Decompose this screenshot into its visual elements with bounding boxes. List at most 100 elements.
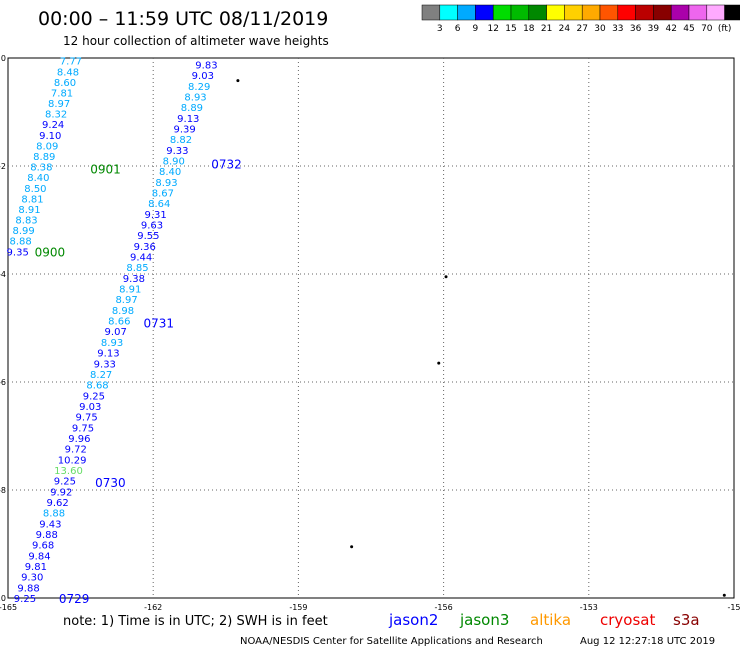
x-tick-label: -165: [0, 603, 17, 612]
color-scale-label: 27: [576, 24, 587, 34]
time-label: 0900: [35, 245, 66, 259]
swh-value: 9.55: [137, 231, 159, 242]
swh-value: 8.48: [57, 67, 79, 78]
swh-value: 8.40: [27, 173, 49, 184]
x-tick-label: -162: [144, 603, 162, 612]
color-scale-swatch: [617, 4, 636, 21]
y-tick-label: -4: [0, 270, 6, 279]
swh-value: 8.09: [36, 141, 58, 152]
color-scale-label: 3: [437, 24, 443, 34]
swh-value: 9.25: [83, 391, 105, 402]
color-scale-label: 70: [701, 24, 713, 34]
time-label: 0901: [90, 163, 121, 177]
swh-value: 8.88: [10, 237, 32, 248]
swh-value: 8.27: [90, 370, 112, 381]
legend-item: jason2: [388, 611, 438, 629]
swh-value: 9.84: [28, 551, 50, 562]
swh-value: 8.90: [163, 157, 185, 168]
swh-value: 8.68: [86, 381, 108, 392]
color-scale-swatch: [564, 4, 583, 21]
color-scale-label: 45: [683, 24, 694, 34]
swh-value: 8.82: [170, 135, 192, 146]
swh-value: 8.98: [112, 306, 134, 317]
color-scale-label: 33: [612, 24, 623, 34]
legend-item: cryosat: [600, 611, 655, 629]
swh-value: 9.33: [94, 359, 116, 370]
swh-value: 13.60: [54, 466, 83, 477]
x-tick-label: -156: [435, 603, 453, 612]
land-features: [236, 79, 726, 597]
y-tick-label: -2: [0, 162, 6, 171]
color-scale-label: 36: [630, 24, 642, 34]
swh-value: 9.62: [46, 498, 68, 509]
color-scale-swatch: [439, 4, 458, 21]
plot-area: [7, 57, 735, 599]
swh-value: 9.88: [36, 530, 58, 541]
swh-value: 9.43: [39, 519, 61, 530]
swh-value: 9.44: [130, 253, 152, 264]
color-scale-swatch: [475, 4, 494, 21]
swh-value: 8.93: [184, 92, 206, 103]
color-scale-label: 6: [455, 24, 461, 34]
swh-value: 9.63: [141, 221, 163, 232]
swh-value: 10.29: [58, 455, 87, 466]
swh-value: 9.36: [134, 242, 156, 253]
swh-value: 8.99: [12, 226, 34, 237]
swh-value: 9.13: [97, 349, 119, 360]
color-scale-swatch: [457, 4, 476, 21]
swh-value: 9.96: [68, 434, 90, 445]
x-tick-label: -159: [289, 603, 307, 612]
footer-timestamp: Aug 12 12:27:18 UTC 2019: [580, 636, 715, 647]
swh-value: 9.92: [50, 487, 72, 498]
y-tick-label: -10: [0, 594, 6, 603]
color-scale-label: 24: [559, 24, 571, 34]
swh-value: 9.75: [72, 423, 94, 434]
land-speck: [722, 593, 726, 597]
swh-value: 9.68: [32, 541, 54, 552]
color-scale-label: 39: [648, 24, 660, 34]
swh-value: 9.75: [76, 413, 98, 424]
color-scale-swatch: [510, 4, 530, 21]
swh-value: 9.25: [14, 594, 36, 605]
swh-value: 9.72: [65, 445, 87, 456]
land-speck: [444, 275, 448, 279]
time-label: 0730: [95, 476, 126, 490]
color-scale-swatch: [670, 4, 690, 21]
color-scale-swatch: [599, 4, 619, 21]
color-scale-swatch: [546, 4, 565, 21]
axis-ticks: -165 -162 -159 -156 -153 -15 0 -2 -4 -6 -8 -10: [0, 54, 740, 612]
chart-subtitle: 12 hour collection of altimeter wave hei…: [63, 34, 329, 48]
color-scale-swatch: [528, 4, 547, 21]
color-scale-label: 15: [505, 24, 516, 34]
time-label: 0732: [211, 157, 242, 171]
swh-value: 9.30: [21, 573, 43, 584]
color-scale-label: 21: [541, 24, 552, 34]
swh-value: 9.33: [166, 146, 188, 157]
swh-value: 9.31: [144, 210, 166, 221]
footer-note: note: 1) Time is in UTC; 2) SWH is in fe…: [63, 614, 328, 629]
swh-value: 9.38: [123, 274, 145, 285]
color-scale-label: 42: [665, 24, 676, 34]
swh-value: 8.67: [152, 189, 174, 200]
swh-value: 8.85: [126, 263, 148, 274]
legend-item: altika: [530, 611, 571, 629]
color-scale-label: 12: [487, 24, 498, 34]
swh-value: 8.38: [30, 163, 52, 174]
color-scale-label: 18: [523, 24, 535, 34]
legend-item: s3a: [673, 611, 700, 629]
time-label: 0731: [144, 317, 175, 331]
y-tick-label: -8: [0, 486, 6, 495]
x-tick-label: -153: [580, 603, 598, 612]
color-scale-swatch: [688, 4, 708, 21]
swh-value: 8.60: [54, 78, 76, 89]
swh-value: 9.88: [17, 583, 39, 594]
time-label: 0729: [59, 592, 90, 606]
swh-value: 8.64: [148, 199, 170, 210]
swh-value: 7.77: [60, 57, 82, 68]
swh-value: 8.32: [45, 110, 67, 121]
swh-value: 9.81: [25, 562, 47, 573]
land-speck: [437, 361, 441, 365]
chart-title: 00:00 – 11:59 UTC 08/11/2019: [38, 8, 328, 30]
color-scale-swatch: [421, 4, 441, 21]
